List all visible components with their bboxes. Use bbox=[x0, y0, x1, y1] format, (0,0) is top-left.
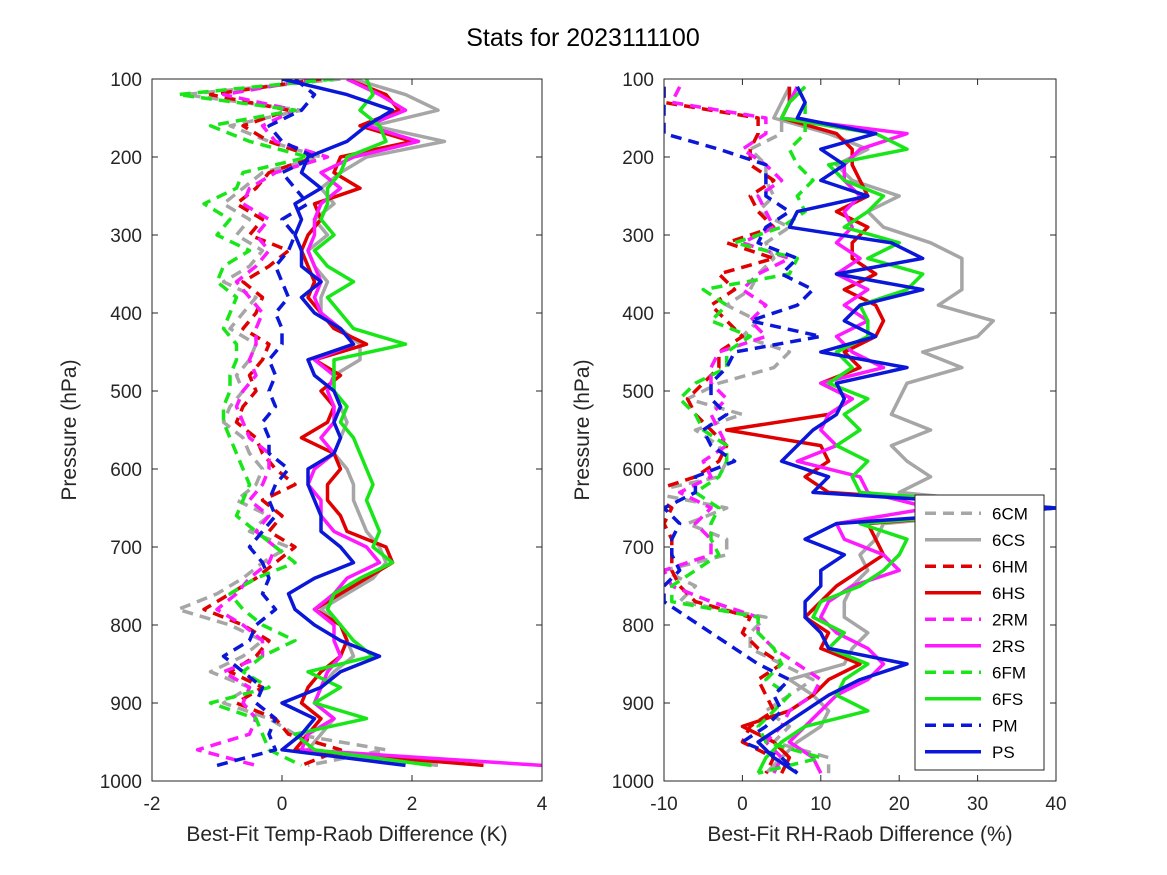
rh-y-tick-label: 500 bbox=[622, 382, 654, 403]
temp-y-tick-label: 700 bbox=[110, 538, 142, 559]
rh-x-tick-label: 40 bbox=[1045, 794, 1066, 815]
rh-x-tick-label: 30 bbox=[967, 794, 988, 815]
temp-series-6fm bbox=[176, 79, 335, 767]
rh-y-tick-label: 200 bbox=[622, 148, 654, 169]
rh-x-tick-label: 10 bbox=[810, 794, 831, 815]
rh-y-tick-label: 100 bbox=[622, 70, 654, 91]
temp-series-ps bbox=[280, 79, 406, 768]
figure-title: Stats for 2023111100 bbox=[466, 24, 700, 52]
temp-y-axis-label: Pressure (hPa) bbox=[58, 359, 81, 500]
rh-y-tick-label: 800 bbox=[622, 616, 654, 637]
temp-x-tick-label: -2 bbox=[144, 794, 161, 815]
temp-x-tick-label: 2 bbox=[407, 794, 418, 815]
temp-series-6cs bbox=[306, 79, 447, 768]
legend-label-6cm: 6CM bbox=[992, 504, 1028, 523]
rh-series-2rm bbox=[664, 86, 823, 774]
rh-y-tick-label: 400 bbox=[622, 304, 654, 325]
rh-x-tick-label: 0 bbox=[737, 794, 748, 815]
temp-series-6hm bbox=[202, 79, 343, 768]
rh-series-6fs bbox=[756, 85, 1056, 774]
legend-label-6fm: 6FM bbox=[992, 663, 1026, 682]
temp-panel: -2 0 2 4 100 200 300 400 500 600 700 800 900 1000 Bes… bbox=[58, 70, 548, 846]
legend-label-pm: PM bbox=[992, 716, 1018, 735]
temp-series-group bbox=[176, 79, 542, 768]
rh-ticks: -10 0 10 20 30 40 100 200 300 400 500 600 700 800 900 1… bbox=[612, 70, 1067, 815]
temp-series-2rm bbox=[195, 79, 330, 768]
temp-x-tick-label: 4 bbox=[537, 794, 548, 815]
legend-label-6cs: 6CS bbox=[992, 531, 1025, 550]
rh-x-tick-label: -10 bbox=[650, 794, 677, 815]
rh-series-6hm bbox=[664, 86, 784, 774]
temp-series-pm bbox=[216, 79, 317, 768]
legend-label-ps: PS bbox=[992, 743, 1015, 762]
temp-x-axis-label: Best-Fit Temp-Raob Difference (K) bbox=[186, 823, 507, 846]
temp-series-6cm bbox=[176, 79, 388, 768]
rh-series-6hs bbox=[724, 86, 1056, 774]
temp-axes-box bbox=[151, 78, 543, 782]
legend-label-6fs: 6FS bbox=[992, 690, 1023, 709]
temp-y-tick-label: 400 bbox=[110, 304, 142, 325]
temp-y-tick-label: 900 bbox=[110, 694, 142, 715]
temp-series-6hs bbox=[293, 79, 484, 768]
rh-y-axis-label: Pressure (hPa) bbox=[571, 359, 594, 500]
legend-label-6hm: 6HM bbox=[992, 557, 1028, 576]
rh-y-tick-label: 300 bbox=[622, 226, 654, 247]
legend-label-6hs: 6HS bbox=[992, 584, 1025, 603]
rh-series-group bbox=[664, 85, 1056, 775]
temp-y-tick-label: 200 bbox=[110, 148, 142, 169]
temp-y-tick-label: 1000 bbox=[100, 772, 142, 793]
temp-ticks: -2 0 2 4 100 200 300 400 500 600 700 800 900 1000 bbox=[100, 70, 548, 815]
temp-y-tick-label: 300 bbox=[110, 226, 142, 247]
temp-x-tick-label: 0 bbox=[277, 794, 288, 815]
legend: 6CM 6CS 6HM 6HS 2RM 2RS 6FM 6FS PM PS bbox=[914, 494, 1045, 771]
temp-y-tick-label: 100 bbox=[110, 70, 142, 91]
rh-y-tick-label: 1000 bbox=[612, 772, 654, 793]
rh-series-pm bbox=[664, 86, 823, 775]
temp-y-tick-label: 800 bbox=[110, 616, 142, 637]
rh-series-6fm bbox=[670, 86, 823, 775]
rh-series-ps bbox=[756, 86, 1056, 775]
rh-x-axis-label: Best-Fit RH-Raob Difference (%) bbox=[707, 823, 1012, 846]
rh-y-tick-label: 900 bbox=[622, 694, 654, 715]
rh-axes-box bbox=[663, 78, 1057, 782]
rh-x-tick-label: 20 bbox=[889, 794, 910, 815]
temp-y-tick-label: 500 bbox=[110, 382, 142, 403]
rh-y-tick-label: 600 bbox=[622, 460, 654, 481]
rh-y-tick-label: 700 bbox=[622, 538, 654, 559]
legend-label-2rs: 2RS bbox=[992, 637, 1025, 656]
legend-label-2rm: 2RM bbox=[992, 610, 1028, 629]
temp-y-tick-label: 600 bbox=[110, 460, 142, 481]
rh-series-6cm bbox=[664, 86, 831, 774]
